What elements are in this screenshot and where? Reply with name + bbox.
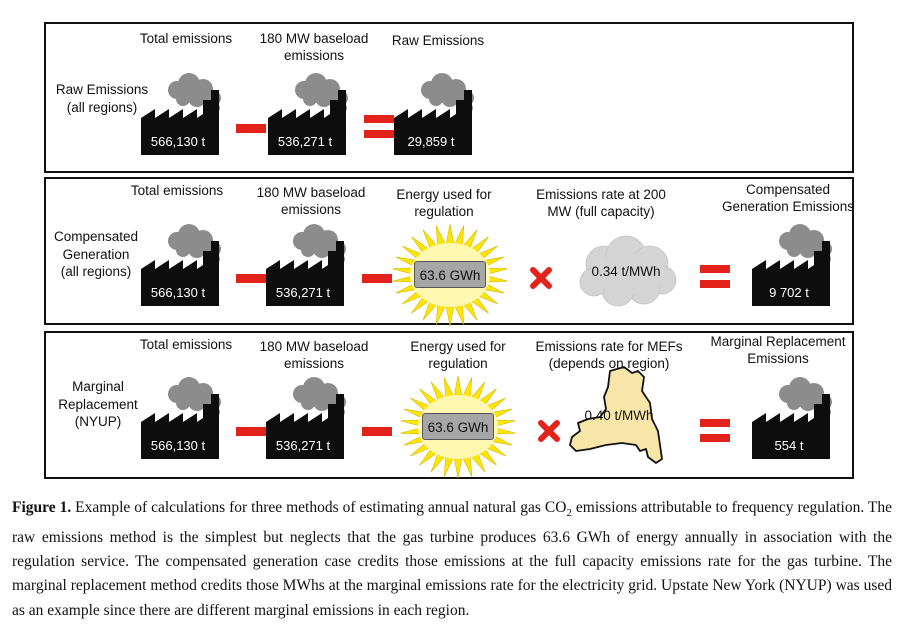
factory-icon: 9 702 t [752, 221, 842, 306]
row-label-raw: Raw Emissions (all regions) [55, 82, 149, 115]
baseload-emissions-value: 536,271 t [275, 285, 331, 300]
row-label-marginal: Marginal Replacement (NYUP) [58, 379, 138, 429]
multiply-operator [530, 267, 552, 294]
emissions-rate-value: 0.34 t/MWh [591, 264, 661, 279]
header-compensated-emissions: Compensated Generation Emissions [721, 182, 855, 214]
multiply-operator [538, 420, 560, 447]
factory-icon: 536,271 t [266, 374, 356, 459]
header-total-emissions: Total emissions [130, 183, 224, 198]
energy-value: 63.6 GWh [414, 261, 486, 288]
total-emissions-value: 566,130 t [150, 285, 206, 300]
header-emissions-rate: Emissions rate at 200 MW (full capacity) [536, 187, 666, 219]
factory-icon: 536,271 t [266, 221, 356, 306]
header-total-emissions: Total emissions [139, 31, 233, 46]
total-emissions-value: 566,130 t [150, 134, 206, 149]
factory-icon: 566,130 t [141, 221, 231, 306]
caption-text-b: emissions attributable to frequency regu… [12, 499, 893, 619]
caption-text-a: Example of calculations for three method… [71, 499, 567, 516]
raw-emissions-value: 29,859 t [407, 134, 455, 149]
equals-operator [700, 265, 730, 294]
header-emissions-rate-mefs: Emissions rate for MEFs (depends on regi… [535, 339, 683, 371]
energy-value: 63.6 GWh [422, 413, 494, 440]
header-baseload-emissions: 180 MW baseload emissions [259, 339, 369, 371]
factory-icon: 566,130 t [141, 374, 231, 459]
header-baseload-emissions: 180 MW baseload emissions [256, 185, 366, 217]
figure-label: Figure 1. [12, 499, 72, 516]
row-label-compensated: Compensated Generation (all regions) [53, 229, 139, 279]
baseload-emissions-value: 536,271 t [275, 438, 331, 453]
sun-energy-icon: 63.6 GWh [398, 375, 518, 479]
header-raw-emissions: Raw Emissions [391, 33, 485, 48]
equals-operator [700, 419, 730, 448]
mef-rate-value: 0.40 t/MWh [584, 408, 654, 423]
header-baseload-emissions: 180 MW baseload emissions [259, 31, 369, 63]
panel-compensated-generation: Compensated Generation (all regions) Tot… [44, 177, 855, 327]
factory-icon: 554 t [752, 374, 842, 459]
cloud-icon: 0.34 t/MWh [574, 234, 684, 314]
factory-icon: 29,859 t [394, 70, 484, 155]
minus-operator [236, 424, 266, 442]
header-energy-regulation: Energy used for regulation [410, 339, 506, 371]
new-york-state-icon: 0.40 t/MWh [566, 365, 670, 477]
sun-energy-icon: 63.6 GWh [390, 223, 510, 327]
total-emissions-value: 566,130 t [150, 438, 206, 453]
baseload-emissions-value: 536,271 t [277, 134, 333, 149]
factory-icon: 536,271 t [268, 70, 358, 155]
minus-operator [362, 424, 392, 442]
marginal-emissions-value: 554 t [774, 438, 804, 453]
figure-caption: Figure 1. Example of calculations for th… [12, 496, 892, 623]
compensated-emissions-value: 9 702 t [769, 285, 809, 300]
factory-icon: 566,130 t [141, 70, 231, 155]
header-energy-regulation: Energy used for regulation [396, 187, 492, 219]
panel-marginal-replacement: Marginal Replacement (NYUP) Total emissi… [44, 331, 854, 479]
panel-raw-emissions: Raw Emissions (all regions) Total emissi… [44, 22, 854, 173]
header-marginal-emissions: Marginal Replacement Emissions [710, 334, 846, 366]
minus-operator [236, 271, 266, 289]
header-total-emissions: Total emissions [139, 337, 233, 352]
minus-operator [362, 271, 392, 289]
caption-subscript: 2 [566, 507, 572, 520]
minus-operator [236, 121, 266, 139]
equals-operator [364, 115, 394, 144]
